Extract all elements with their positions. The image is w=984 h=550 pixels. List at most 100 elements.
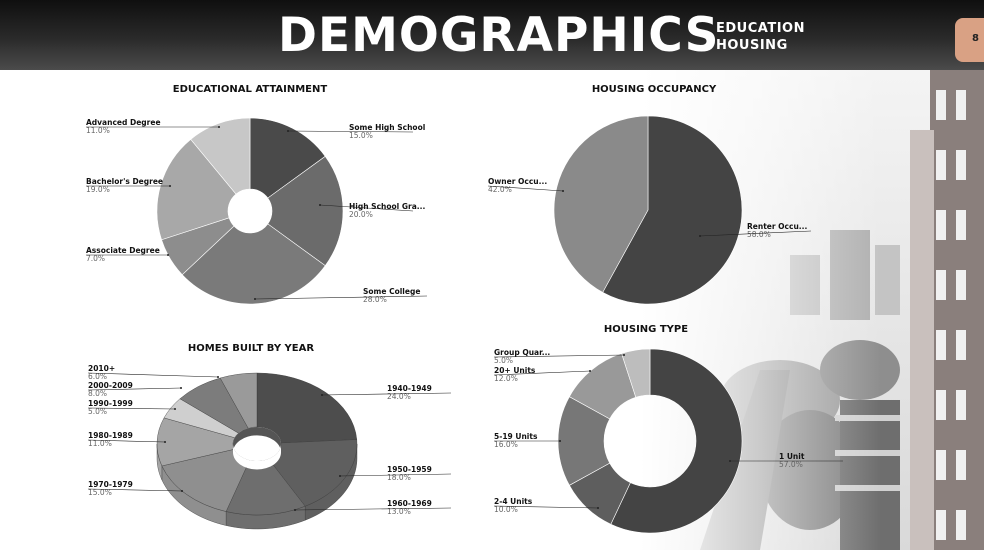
leader-dot: [294, 509, 296, 511]
leader-dot: [167, 254, 169, 256]
page-number: 8: [972, 33, 979, 44]
leader-dot: [181, 490, 183, 492]
leader-line-some-college: [254, 295, 428, 300]
leader-line-2010: [87, 372, 219, 378]
slice-label-owner-occu: Owner Occu...: [488, 177, 547, 186]
leader-line-renter-occu: [699, 230, 812, 237]
slice-value-owner-occu: 42.0%: [488, 185, 512, 194]
slice-label-group-quar: Group Quar...: [494, 348, 550, 357]
leader-line-1940-1949: [321, 392, 452, 396]
leader-line-1980-1989: [87, 439, 166, 443]
slice-value-advanced-degree: 11.0%: [86, 126, 110, 135]
slice-label-1-unit: 1 Unit: [779, 452, 805, 461]
chart-educational-attainment: EDUCATIONAL ATTAINMENT Some High School15…: [86, 84, 428, 305]
leader-line-1970-1979: [87, 488, 183, 492]
leader-dot: [217, 376, 219, 378]
chart-title: HOMES BUILT BY YEAR: [188, 343, 314, 354]
slice-value-5-19-units: 16.0%: [494, 440, 518, 449]
slice-label-renter-occu: Renter Occu...: [747, 222, 807, 231]
leader-line-20-units: [493, 370, 591, 376]
slice-value-20-units: 12.0%: [494, 374, 518, 383]
leader-dot: [218, 126, 220, 128]
leader-line-some-high-school: [287, 130, 414, 133]
slice-label-1980-1989: 1980-1989: [88, 431, 133, 440]
slice-value-associate-degree: 7.0%: [86, 254, 105, 263]
slice-value-2000-2009: 8.0%: [88, 389, 107, 398]
subtitle-housing: HOUSING: [716, 38, 788, 53]
slice-label-1970-1979: 1970-1979: [88, 480, 133, 489]
donut-hole-floor: [233, 444, 281, 470]
slice-value-1960-1969: 13.0%: [387, 507, 411, 516]
slice-label-some-high-school: Some High School: [349, 123, 425, 132]
slice-label-high-school-gra: High School Gra...: [349, 202, 425, 211]
slice-value-1980-1989: 11.0%: [88, 439, 112, 448]
slice-value-group-quar: 5.0%: [494, 356, 513, 365]
slice-label-2000-2009: 2000-2009: [88, 381, 133, 390]
leader-dot: [319, 204, 321, 206]
leader-line-1990-1999: [87, 407, 176, 410]
leader-dot: [254, 298, 256, 300]
slice-label-bachelor-s-degree: Bachelor's Degree: [86, 177, 163, 186]
leader-dot: [589, 370, 591, 372]
slice-label-associate-degree: Associate Degree: [86, 246, 160, 255]
page-title: DEMOGRAPHICS: [278, 8, 720, 63]
slice-label-advanced-degree: Advanced Degree: [86, 118, 161, 127]
leader-dot: [174, 408, 176, 410]
leader-dot: [339, 475, 341, 477]
slice-value-1990-1999: 5.0%: [88, 407, 107, 416]
leader-dot: [164, 441, 166, 443]
leader-dot: [699, 235, 701, 237]
slice-value-1970-1979: 15.0%: [88, 488, 112, 497]
leader-line-2-4-units: [493, 505, 599, 509]
leader-dot: [321, 394, 323, 396]
header-bar: [0, 0, 984, 70]
leader-dot: [169, 185, 171, 187]
slice-value-some-high-school: 15.0%: [349, 131, 373, 140]
slice-value-1-unit: 57.0%: [779, 460, 803, 469]
slice-value-2010: 6.0%: [88, 372, 107, 381]
leader-line-group-quar: [493, 354, 625, 358]
pie-slice-1-unit: [610, 348, 743, 534]
leader-line-high-school-gra: [319, 204, 414, 212]
donut-hole-wall: [233, 426, 281, 453]
slice-label-some-college: Some College: [363, 287, 420, 296]
pie-slice-group-quar: [621, 348, 651, 398]
pie-slice-some-high-school: [249, 117, 326, 199]
leader-line-2000-2009: [87, 387, 182, 391]
slice-label-1990-1999: 1990-1999: [88, 399, 133, 408]
pie-slice-owner-occu: [553, 115, 649, 293]
slice-value-renter-occu: 58.0%: [747, 230, 771, 239]
leader-dot: [287, 130, 289, 132]
leader-dot: [180, 387, 182, 389]
slice-value-bachelor-s-degree: 19.0%: [86, 185, 110, 194]
chart-title: HOUSING TYPE: [604, 324, 688, 335]
chart-housing-occupancy: HOUSING OCCUPANCY Renter Occu...58.0% Owne…: [487, 84, 812, 305]
slice-label-2010: 2010+: [88, 364, 115, 373]
subtitle-education: EDUCATION: [716, 21, 805, 36]
pie-slice-some-college: [181, 223, 326, 305]
pie-slice-advanced-degree: [190, 117, 251, 195]
slice-value-1940-1949: 24.0%: [387, 392, 411, 401]
chart-title: HOUSING OCCUPANCY: [592, 84, 717, 95]
slice-value-2-4-units: 10.0%: [494, 505, 518, 514]
leader-dot: [729, 460, 731, 462]
leader-line-owner-occu: [487, 185, 564, 192]
leader-line-1960-1969: [294, 507, 452, 511]
slice-value-high-school-gra: 20.0%: [349, 210, 373, 219]
slice-label-1940-1949: 1940-1949: [387, 384, 432, 393]
slice-label-1950-1959: 1950-1959: [387, 465, 432, 474]
pie-slice-bachelor-s-degree: [156, 138, 237, 241]
leader-dot: [559, 440, 561, 442]
pie-slice-high-school-gra: [267, 155, 344, 267]
pie-3d-side: [156, 443, 358, 530]
leader-line-1950-1959: [339, 473, 452, 477]
slice-label-20-units: 20+ Units: [494, 366, 536, 375]
slice-value-1950-1959: 18.0%: [387, 473, 411, 482]
slice-label-1960-1969: 1960-1969: [387, 499, 432, 508]
pie-slice-renter-occu: [602, 115, 743, 305]
leader-dot: [562, 190, 564, 192]
slice-label-5-19-units: 5-19 Units: [494, 432, 538, 441]
